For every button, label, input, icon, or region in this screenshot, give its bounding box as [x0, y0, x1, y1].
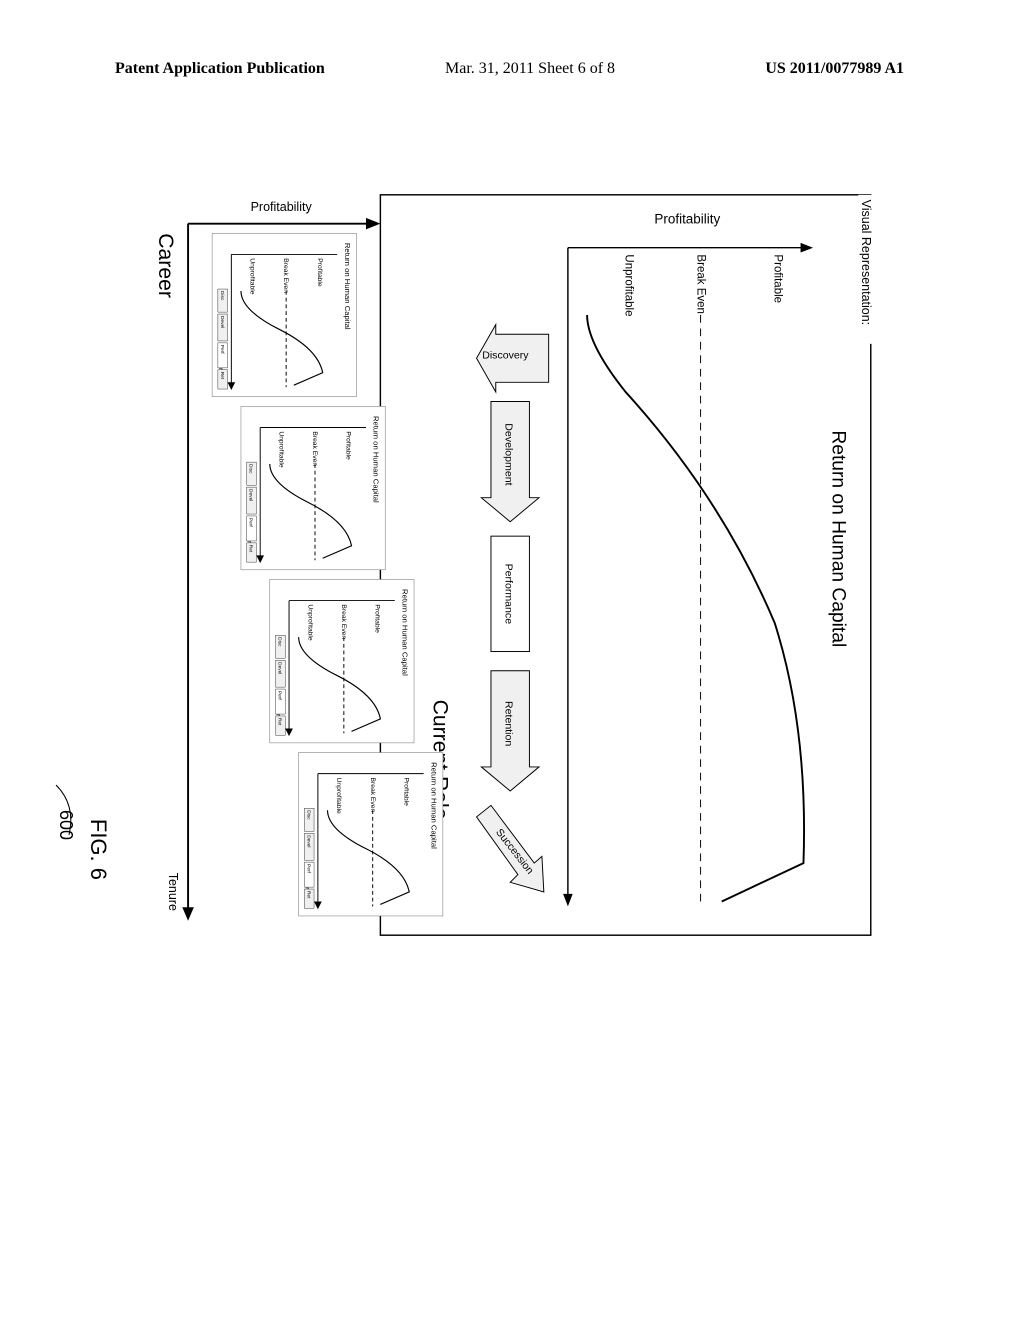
main-chart-title: Return on Human Capital: [827, 430, 848, 647]
arrow-development: Development: [481, 402, 539, 522]
svg-text:Disc: Disc: [276, 637, 282, 647]
s-curve: [587, 315, 804, 902]
figure-reference-num: 600: [55, 810, 76, 840]
svg-text:Devel: Devel: [305, 835, 311, 847]
svg-text:Devel: Devel: [248, 489, 254, 501]
svg-text:Ret: Ret: [276, 718, 282, 726]
svg-text:Disc: Disc: [219, 291, 225, 301]
main-y-label: Profitability: [654, 212, 720, 227]
svg-text:Disc: Disc: [305, 810, 311, 820]
svg-text:Ret: Ret: [305, 891, 311, 899]
svg-text:Unprofitable: Unprofitable: [335, 778, 342, 814]
career-title: Career: [154, 233, 177, 298]
figure-caption: FIG. 6: [85, 819, 111, 880]
svg-text:Return on Human Capital: Return on Human Capital: [372, 416, 381, 503]
arrow-retention: Retention: [481, 671, 539, 791]
svg-text:Profitable: Profitable: [402, 778, 409, 807]
svg-text:Performance: Performance: [502, 564, 514, 625]
arrow-performance: Performance: [491, 536, 529, 651]
svg-text:Ret: Ret: [248, 545, 254, 553]
svg-text:Break Even: Break Even: [340, 604, 347, 639]
svg-text:Return on Human Capital: Return on Human Capital: [400, 589, 409, 676]
box-title: Visual Representation:: [859, 200, 873, 326]
x-arrowhead: [563, 894, 573, 907]
svg-text:Profitable: Profitable: [316, 258, 323, 287]
phase-arrows: Discovery Development Performance: [477, 325, 549, 892]
small-chart-4: Return on Human Capital Tenure Profitabl…: [299, 753, 443, 916]
patent-page: Patent Application Publication Mar. 31, …: [0, 0, 1024, 1320]
svg-text:Unprofitable: Unprofitable: [306, 604, 313, 640]
tick-unprofitable: Unprofitable: [623, 254, 635, 316]
svg-text:Unprofitable: Unprofitable: [277, 431, 284, 467]
tick-breakeven: Break Even: [695, 254, 707, 314]
svg-text:Perf: Perf: [248, 518, 254, 527]
tick-profitable: Profitable: [772, 254, 784, 303]
arrow-discovery: Discovery: [477, 325, 549, 392]
career-x-label: Tenure: [166, 873, 180, 911]
svg-text:Break Even: Break Even: [369, 778, 376, 813]
svg-text:Development: Development: [502, 423, 514, 485]
small-chart-3: Return on Human Capital Tenure Profitabl…: [270, 579, 414, 742]
figure-6-svg: Visual Representation: Return on Human C…: [125, 190, 905, 940]
svg-text:Perf: Perf: [219, 345, 225, 354]
figure-6-wrap: Visual Representation: Return on Human C…: [125, 190, 905, 940]
arrow-succession: Succession: [477, 805, 544, 892]
main-chart: Return on Human Capital Profitability Pr…: [477, 212, 849, 907]
career-y-label: Profitability: [251, 200, 313, 214]
small-chart-1: Return on Human Capital Tenure Profitabl…: [212, 233, 356, 396]
svg-text:Profitable: Profitable: [374, 604, 381, 633]
svg-text:Profitable: Profitable: [345, 431, 352, 460]
header-pub-number: US 2011/0077989 A1: [765, 60, 904, 78]
svg-text:Devel: Devel: [219, 316, 225, 328]
svg-text:Ret: Ret: [219, 372, 225, 380]
svg-text:Break Even: Break Even: [311, 431, 318, 466]
svg-text:Return on Human Capital: Return on Human Capital: [343, 243, 352, 330]
svg-text:Break Even: Break Even: [282, 258, 289, 293]
svg-text:Devel: Devel: [276, 662, 282, 674]
svg-text:Perf: Perf: [305, 864, 311, 873]
svg-text:Perf: Perf: [276, 691, 282, 700]
svg-text:Return on Human Capital: Return on Human Capital: [429, 762, 438, 849]
svg-text:Retention: Retention: [502, 701, 514, 746]
svg-text:Disc: Disc: [248, 464, 254, 474]
svg-text:Unprofitable: Unprofitable: [249, 258, 256, 294]
svg-text:Discovery: Discovery: [482, 349, 529, 361]
y-arrowhead: [801, 243, 814, 253]
small-chart-2: Return on Human Capital Tenure Profitabl…: [241, 406, 385, 569]
header-date-sheet: Mar. 31, 2011 Sheet 6 of 8: [445, 60, 615, 78]
header-publication-type: Patent Application Publication: [115, 60, 325, 78]
